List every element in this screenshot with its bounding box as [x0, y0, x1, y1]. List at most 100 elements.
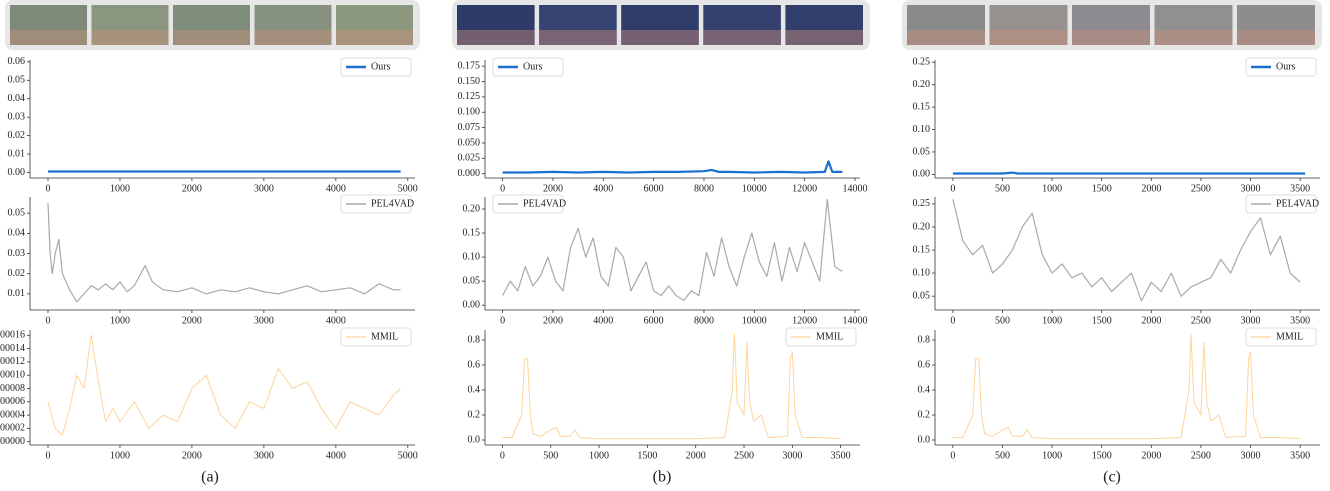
x-tick-label: 1500: [1092, 315, 1112, 326]
thumbnail: [457, 5, 535, 45]
legend-label: MMIL: [1276, 331, 1303, 342]
x-tick-label: 1500: [1092, 183, 1112, 194]
legend-box: [340, 327, 412, 347]
thumbnail-detail: [703, 30, 781, 45]
x-tick-label: 2500: [734, 450, 754, 461]
x-tick-label: 1500: [637, 450, 657, 461]
y-tick-label: 0.4: [468, 384, 481, 395]
thumbnail: [1237, 5, 1315, 45]
x-tick-label: 3000: [1241, 183, 1261, 194]
caption: (b): [653, 469, 672, 486]
x-tick-label: 1000: [1042, 183, 1062, 194]
y-tick-label: 0.00014: [0, 343, 25, 354]
legend-box: [340, 57, 412, 77]
thumbnail: [989, 5, 1068, 45]
y-tick-label: 0.6: [918, 359, 931, 370]
y-tick-label: 0.050: [458, 137, 481, 148]
x-tick-label: 3500: [831, 450, 851, 461]
x-tick-label: 3000: [1241, 315, 1261, 326]
x-tick-label: 0: [500, 315, 505, 326]
x-tick-label: 2000: [686, 450, 706, 461]
series-line: [47, 334, 401, 436]
x-tick-label: 1000: [110, 183, 130, 194]
x-tick-label: 1000: [589, 450, 609, 461]
x-tick-label: 10000: [742, 183, 767, 194]
thumbnail: [1072, 5, 1150, 45]
y-tick-label: 0.20: [913, 79, 931, 90]
y-tick-label: 0.00004: [0, 409, 25, 420]
y-tick-label: 0.150: [458, 76, 481, 87]
series-line: [47, 203, 401, 303]
x-tick-label: 8000: [694, 315, 714, 326]
legend-box: [340, 194, 412, 214]
thumbnail-detail: [10, 30, 87, 45]
legend-label: PEL4VAD: [371, 198, 414, 209]
thumbnail: [621, 5, 699, 45]
x-tick-label: 2500: [1191, 183, 1211, 194]
legend-label: PEL4VAD: [523, 198, 566, 209]
thumbnail-detail: [457, 30, 535, 45]
y-tick-label: 0.0: [468, 434, 481, 445]
x-tick-label: 5000: [398, 450, 418, 461]
x-tick-label: 1500: [1092, 450, 1112, 461]
y-tick-label: 0.125: [458, 91, 481, 102]
x-tick-label: 6000: [644, 315, 664, 326]
y-tick-label: 0.03: [8, 248, 26, 259]
x-tick-label: 0: [950, 315, 955, 326]
x-tick-label: 3000: [782, 450, 802, 461]
x-tick-label: 2500: [1191, 450, 1211, 461]
legend-label: Ours: [1276, 61, 1296, 72]
y-tick-label: 0.0: [918, 434, 931, 445]
y-tick-label: 0.05: [8, 207, 26, 218]
x-tick-label: 12000: [792, 183, 817, 194]
legend-box: [1245, 194, 1317, 214]
x-tick-label: 2500: [1191, 315, 1211, 326]
x-tick-label: 500: [543, 450, 558, 461]
series-line: [502, 333, 841, 440]
x-tick-label: 2000: [182, 315, 202, 326]
legend-box: [492, 57, 564, 77]
legend-label: PEL4VAD: [1276, 198, 1319, 209]
legend-box: [1245, 57, 1317, 77]
x-tick-label: 12000: [792, 315, 817, 326]
thumbnail-detail: [91, 30, 169, 45]
x-tick-label: 4000: [326, 450, 346, 461]
x-tick-label: 3500: [1290, 183, 1310, 194]
y-tick-label: 0.03: [8, 111, 26, 122]
thumbnail-detail: [336, 30, 413, 45]
y-tick-label: 0.05: [8, 75, 26, 86]
y-tick-label: 0.15: [913, 244, 931, 255]
x-tick-label: 2000: [543, 183, 563, 194]
x-tick-label: 0: [45, 183, 50, 194]
x-tick-label: 0: [950, 183, 955, 194]
thumbnail-detail: [989, 30, 1068, 45]
x-tick-label: 3000: [254, 183, 274, 194]
thumbnail: [336, 5, 413, 45]
y-tick-label: 0.15: [463, 227, 481, 238]
x-tick-label: 2000: [1141, 183, 1161, 194]
x-tick-label: 6000: [644, 183, 664, 194]
thumbnail-detail: [785, 30, 863, 45]
x-tick-label: 5000: [398, 183, 418, 194]
thumbnail: [173, 5, 250, 45]
legend-box: [492, 194, 564, 214]
x-tick-label: 2000: [543, 315, 563, 326]
series-line: [952, 171, 1306, 175]
series-line: [952, 333, 1301, 440]
thumbnail: [91, 5, 169, 45]
y-tick-label: 0.6: [468, 359, 481, 370]
thumbnail: [1154, 5, 1233, 45]
x-tick-label: 14000: [842, 315, 867, 326]
x-tick-label: 4000: [326, 183, 346, 194]
y-tick-label: 0.100: [458, 107, 481, 118]
series-line: [502, 198, 843, 301]
legend-label: MMIL: [371, 331, 398, 342]
x-tick-label: 1000: [1042, 315, 1062, 326]
thumbnail-detail: [621, 30, 699, 45]
y-tick-label: 0.15: [913, 101, 931, 112]
x-tick-label: 0: [950, 450, 955, 461]
thumbnail: [703, 5, 781, 45]
y-tick-label: 0.05: [463, 275, 481, 286]
x-tick-label: 0: [45, 450, 50, 461]
y-tick-label: 0.20: [913, 221, 931, 232]
